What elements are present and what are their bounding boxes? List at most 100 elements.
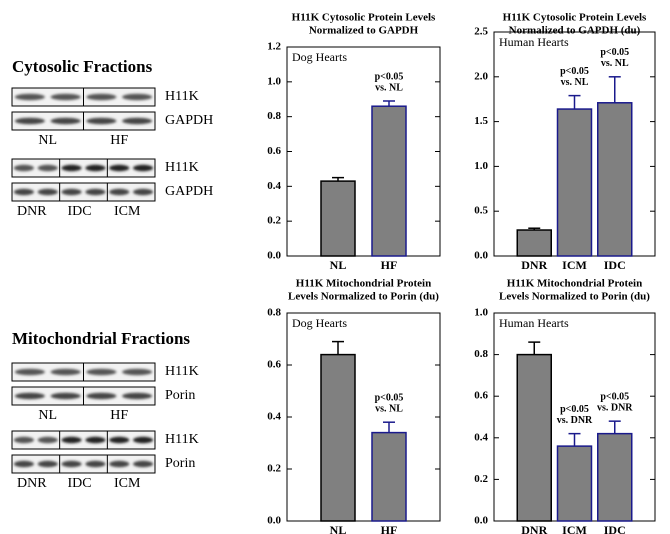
panel-title: Cytosolic Fractions bbox=[12, 57, 153, 76]
blot-row-label: Porin bbox=[165, 388, 195, 403]
blot-band bbox=[15, 118, 45, 124]
blot-band bbox=[51, 94, 81, 100]
blot-band bbox=[15, 94, 45, 100]
panel-title: Mitochondrial Fractions bbox=[12, 329, 190, 348]
blot-band bbox=[14, 165, 34, 171]
y-tick-label: 2.0 bbox=[474, 70, 488, 82]
plot-frame bbox=[287, 47, 440, 256]
x-tick-label: ICM bbox=[562, 258, 587, 272]
blot-band bbox=[14, 189, 34, 195]
y-tick-label: 0.6 bbox=[474, 390, 488, 402]
legend-text: Human Hearts bbox=[499, 316, 569, 330]
significance-label: p<0.05 bbox=[560, 66, 589, 77]
blot-band bbox=[109, 189, 129, 195]
blot-band bbox=[38, 437, 58, 443]
y-tick-label: 0.4 bbox=[474, 431, 488, 443]
y-tick-label: 1.5 bbox=[474, 115, 488, 127]
blot-group-label: DNR bbox=[17, 204, 47, 219]
significance-label: vs. DNR bbox=[557, 415, 593, 426]
blot-band bbox=[133, 189, 153, 195]
blot-band bbox=[109, 165, 129, 171]
blot-row-label: GAPDH bbox=[165, 113, 213, 128]
blot-band bbox=[122, 94, 152, 100]
blot-band bbox=[15, 393, 45, 399]
x-tick-label: HF bbox=[381, 523, 398, 534]
significance-label: vs. NL bbox=[375, 403, 403, 414]
chart-title: H11K Cytosolic Protein Levels bbox=[503, 12, 647, 24]
blot-band bbox=[122, 393, 152, 399]
y-tick-label: 0.8 bbox=[474, 348, 488, 360]
y-tick-label: 1.0 bbox=[474, 160, 488, 172]
blot-group-label: DNR bbox=[17, 476, 47, 491]
bar bbox=[598, 434, 632, 521]
figure: Cytosolic FractionsH11KGAPDHNLHFH11KGAPD… bbox=[0, 0, 670, 534]
blot-band bbox=[38, 189, 58, 195]
blot-group-label: IDC bbox=[67, 204, 91, 219]
blot-band bbox=[133, 165, 153, 171]
blot-group-label: HF bbox=[110, 133, 128, 148]
blot-group-label: NL bbox=[38, 408, 57, 423]
blot-band bbox=[109, 437, 129, 443]
blot-group-label: NL bbox=[38, 133, 57, 148]
chart-title: H11K Mitochondrial Protein bbox=[507, 278, 642, 290]
legend-text: Human Hearts bbox=[499, 35, 569, 49]
y-tick-label: 0.5 bbox=[474, 205, 488, 217]
blot-band bbox=[62, 165, 82, 171]
blot-band bbox=[51, 369, 81, 375]
y-tick-label: 0.8 bbox=[267, 307, 281, 319]
blot-band bbox=[86, 393, 116, 399]
blot-band bbox=[86, 369, 116, 375]
blot-band bbox=[133, 437, 153, 443]
bar bbox=[372, 433, 406, 521]
blot-band bbox=[85, 189, 105, 195]
significance-label: vs. NL bbox=[601, 58, 629, 69]
bar bbox=[372, 106, 406, 256]
y-tick-label: 1.2 bbox=[267, 41, 281, 53]
y-tick-label: 0.0 bbox=[474, 515, 488, 527]
x-tick-label: NL bbox=[330, 258, 347, 272]
blot-row-label: H11K bbox=[165, 89, 199, 104]
blot-band bbox=[51, 118, 81, 124]
x-tick-label: ICM bbox=[562, 523, 587, 534]
significance-label: p<0.05 bbox=[375, 71, 404, 82]
y-tick-label: 0.2 bbox=[474, 473, 488, 485]
y-tick-label: 0.2 bbox=[267, 215, 281, 227]
bar bbox=[321, 355, 355, 521]
bar bbox=[517, 230, 551, 256]
blot-band bbox=[38, 165, 58, 171]
y-tick-label: 0.6 bbox=[267, 359, 281, 371]
blot-group-label: HF bbox=[110, 408, 128, 423]
significance-label: p<0.05 bbox=[375, 392, 404, 403]
x-tick-label: IDC bbox=[604, 523, 626, 534]
bar bbox=[558, 109, 592, 256]
chart-title: H11K Mitochondrial Protein bbox=[296, 278, 431, 290]
blot-band bbox=[51, 393, 81, 399]
y-tick-label: 0.0 bbox=[474, 250, 488, 262]
significance-label: p<0.05 bbox=[560, 404, 589, 415]
x-tick-label: IDC bbox=[604, 258, 626, 272]
blot-band bbox=[62, 437, 82, 443]
blot-group-label: ICM bbox=[114, 476, 141, 491]
blot-row-label: H11K bbox=[165, 432, 199, 447]
y-tick-label: 2.5 bbox=[474, 26, 488, 38]
chart-title: H11K Cytosolic Protein Levels bbox=[292, 12, 436, 24]
blot-band bbox=[85, 461, 105, 467]
blot-band bbox=[38, 461, 58, 467]
significance-label: p<0.05 bbox=[600, 391, 629, 402]
plot-frame bbox=[287, 313, 440, 521]
blot-band bbox=[86, 118, 116, 124]
blot-band bbox=[14, 461, 34, 467]
x-tick-label: DNR bbox=[521, 258, 547, 272]
x-tick-label: HF bbox=[381, 258, 398, 272]
y-tick-label: 0.8 bbox=[267, 110, 281, 122]
y-tick-label: 1.0 bbox=[474, 307, 488, 319]
blot-band bbox=[122, 369, 152, 375]
blot-band bbox=[85, 437, 105, 443]
blot-row-label: H11K bbox=[165, 364, 199, 379]
chart-title: Levels Normalized to Porin (du) bbox=[288, 291, 439, 303]
y-tick-label: 0.0 bbox=[267, 250, 281, 262]
blot-band bbox=[62, 189, 82, 195]
y-tick-label: 0.0 bbox=[267, 515, 281, 527]
blot-band bbox=[15, 369, 45, 375]
legend-text: Dog Hearts bbox=[292, 316, 347, 330]
